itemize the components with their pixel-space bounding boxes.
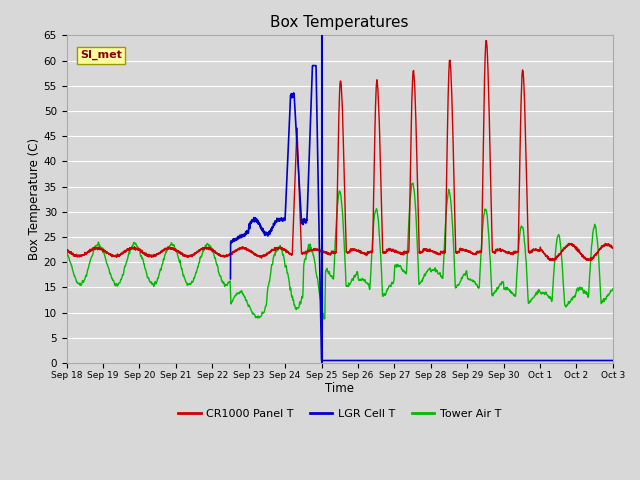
Legend: CR1000 Panel T, LGR Cell T, Tower Air T: CR1000 Panel T, LGR Cell T, Tower Air T <box>174 404 506 423</box>
Title: Box Temperatures: Box Temperatures <box>271 15 409 30</box>
X-axis label: Time: Time <box>325 383 354 396</box>
Text: SI_met: SI_met <box>80 50 122 60</box>
Y-axis label: Box Temperature (C): Box Temperature (C) <box>28 138 41 260</box>
